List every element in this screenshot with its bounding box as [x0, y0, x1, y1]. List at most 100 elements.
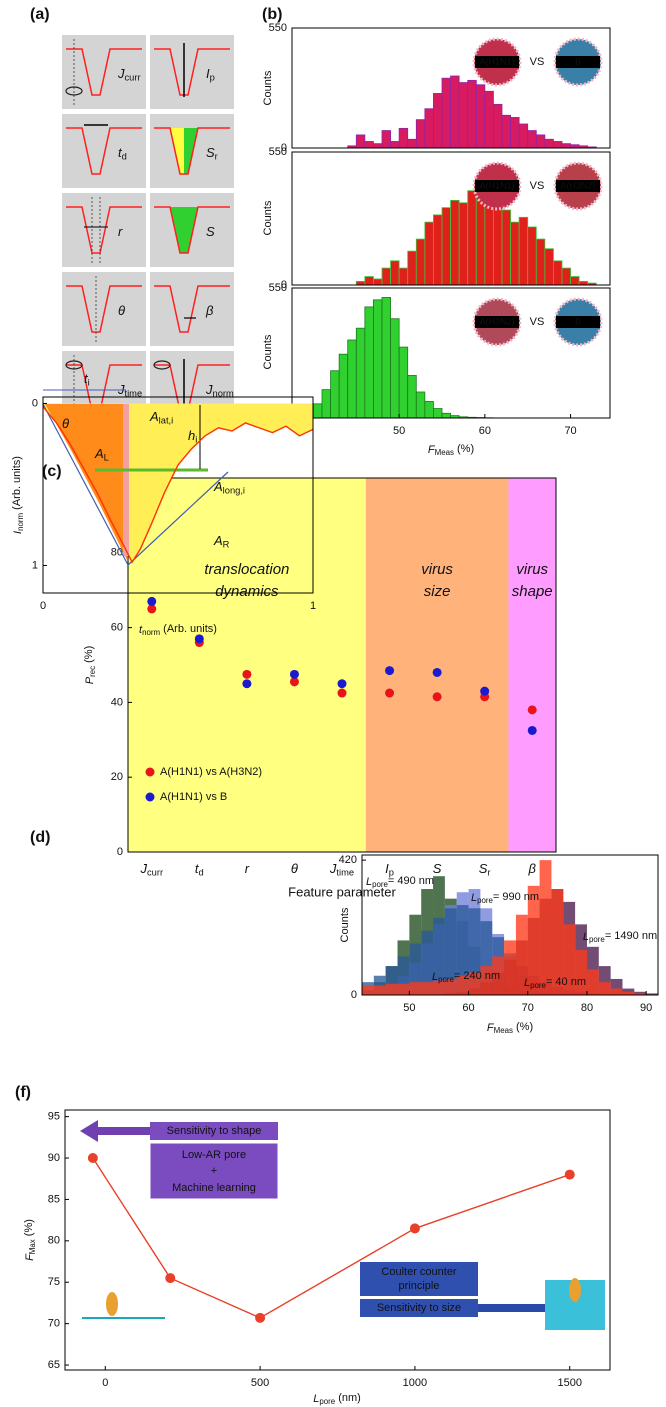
series-label-rest: = 240 nm [454, 970, 500, 982]
histogram-bar [338, 353, 349, 419]
point [385, 688, 395, 698]
histogram-bar [441, 207, 451, 286]
histogram-bar [493, 103, 503, 149]
x-axis-label-sub: norm [142, 628, 160, 637]
x-tick-label: 1 [310, 600, 316, 612]
pulse-shape [66, 127, 142, 175]
y-tick-label: 80 [48, 1235, 60, 1247]
histogram-bar [444, 908, 457, 995]
y-tick-label: 550 [269, 146, 287, 158]
parameter-label-sub: norm [213, 389, 235, 399]
histogram-bar [544, 248, 554, 286]
y-axis-label-main: P [84, 676, 96, 684]
series-label-main: L [583, 931, 589, 943]
histogram-bar [424, 221, 434, 286]
histogram-bar [544, 138, 554, 149]
y-axis-label: Counts [262, 334, 274, 369]
point [255, 1312, 266, 1323]
histogram-bar [467, 190, 477, 286]
x-axis-label: tnorm (Arb. units) [139, 623, 217, 637]
panel-label: (d) [30, 829, 50, 846]
virus-label: A(H1N1) [479, 56, 514, 66]
x-tick-label: 50 [393, 425, 405, 437]
histogram-bar [570, 276, 580, 286]
parameter-label: Sr [206, 145, 218, 161]
x-tick-label-sub: r [487, 868, 490, 878]
histogram-bar [355, 134, 366, 149]
x-tick-label-main: I [385, 861, 389, 876]
parameter-label-main: S [206, 145, 215, 160]
panel-label: (c) [42, 463, 62, 480]
rotation-arrow [65, 86, 83, 96]
series-label-rest: = 490 nm [388, 875, 434, 887]
pulse-shape [66, 206, 142, 254]
y-axis-label-sub: Max [28, 1239, 37, 1254]
histogram-bar [561, 143, 571, 149]
vs-label: VS [530, 56, 545, 68]
histogram-bar [433, 214, 443, 286]
annotation-main: A [94, 446, 104, 461]
region-label: dynamics [215, 583, 279, 600]
plot-frame [64, 1109, 611, 1371]
shaded-area [170, 207, 198, 253]
panel-label: (a) [30, 6, 50, 23]
lateral-slice [123, 404, 129, 556]
plot-frame [127, 477, 557, 853]
histogram-bar [398, 267, 409, 286]
virus-label-bg [475, 56, 519, 68]
annotation-main: θ [62, 416, 69, 431]
parameter-label-sub: p [210, 73, 215, 83]
annotation: Along,i [213, 479, 245, 495]
parameter-label: r [118, 224, 123, 239]
y-axis-label-rest: (%) [23, 1219, 35, 1239]
histogram-bar [480, 966, 493, 995]
x-tick-label-main: t [195, 861, 200, 876]
parameter-label: Jnorm [205, 382, 234, 398]
histogram-bar [433, 93, 443, 149]
x-tick-label-sub: time [336, 868, 354, 878]
diagram-cell [62, 272, 146, 346]
histogram-bar [444, 978, 457, 995]
virus-label: A(H3N2) [479, 316, 514, 326]
x-tick-label-main: β [528, 861, 537, 876]
parameter-label-main: r [118, 224, 123, 239]
parameter-label-sub: curr [125, 73, 141, 83]
x-axis-label-main: t [139, 624, 143, 636]
series-label-main: L [524, 977, 530, 989]
y-tick-label: 0 [351, 989, 357, 1001]
virus-icon [106, 1292, 118, 1316]
histogram-bar [433, 408, 443, 419]
y-axis-label-rest: (%) [83, 646, 95, 666]
histogram-bar [458, 202, 469, 286]
region-label: translocation [204, 561, 289, 578]
y-tick-label: 0 [32, 397, 38, 409]
series-label-rest: = 990 nm [493, 891, 539, 903]
x-tick-label: 60 [462, 1002, 474, 1014]
x-tick-label-main: J [139, 861, 147, 876]
histogram-bar [501, 114, 511, 149]
annotation: θ [62, 416, 69, 431]
histogram-bar [398, 346, 409, 419]
shaded-area [184, 128, 198, 174]
x-tick-label: 1000 [403, 1377, 427, 1389]
x-axis-label-main: L [313, 1393, 319, 1405]
x-axis-label-rest: (%) [513, 1021, 533, 1033]
x-axis-label-sub: Meas [435, 448, 454, 457]
plot-frame [291, 287, 611, 419]
histogram-bar [397, 956, 410, 995]
series-label: Lpore= 40 nm [524, 976, 586, 990]
series-label-sub: pore [372, 880, 388, 889]
annotation-sub: i [88, 378, 90, 388]
series-label-rest: = 1490 nm [605, 930, 657, 942]
histogram-bar [390, 318, 400, 419]
y-tick-label: 95 [48, 1111, 60, 1123]
region-label: virus [421, 561, 453, 578]
x-tick-label: r [245, 861, 250, 876]
histogram-bar [450, 199, 460, 286]
histogram-bar [385, 966, 398, 995]
y-tick-label: 0 [281, 142, 287, 154]
histogram-bar [622, 991, 635, 995]
vs-label: VS [530, 316, 545, 328]
pulse-shape [154, 285, 230, 333]
histogram-bar [561, 267, 571, 286]
